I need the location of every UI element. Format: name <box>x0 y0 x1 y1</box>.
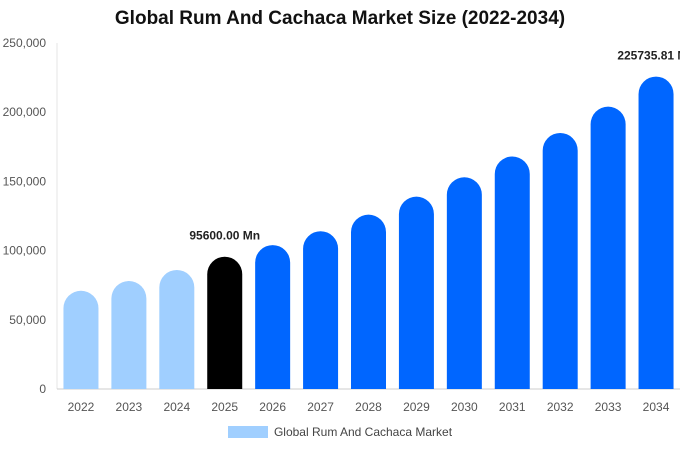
y-tick-label: 200,000 <box>3 105 47 119</box>
bar-2022 <box>63 290 99 389</box>
bar-2028 <box>351 214 386 389</box>
data-label-2034: 225735.81 Mn <box>617 49 680 63</box>
x-tick-label: 2030 <box>451 400 478 414</box>
x-tick-label: 2023 <box>116 400 143 414</box>
bar-2031 <box>494 156 530 389</box>
bar-2023 <box>111 281 147 389</box>
y-tick-label: 250,000 <box>3 36 47 50</box>
x-tick-label: 2029 <box>403 400 430 414</box>
bar-2024 <box>159 269 195 389</box>
bar-2027 <box>303 231 339 389</box>
bar-2034 <box>638 76 674 390</box>
bar-2025 <box>207 256 243 389</box>
bar-2032 <box>542 132 578 389</box>
bar-2029 <box>398 196 434 389</box>
legend: Global Rum And Cachaca Market <box>0 425 680 439</box>
bar-2030 <box>446 177 482 389</box>
bar-2033 <box>590 106 626 389</box>
chart-title: Global Rum And Cachaca Market Size (2022… <box>114 8 566 29</box>
x-tick-label: 2027 <box>307 400 334 414</box>
y-tick-label: 150,000 <box>3 174 47 188</box>
legend-label: Global Rum And Cachaca Market <box>273 425 453 439</box>
x-tick-label: 2033 <box>595 400 622 414</box>
bar-2026 <box>255 245 291 389</box>
x-tick-label: 2031 <box>499 400 526 414</box>
x-tick-label: 2026 <box>259 400 286 414</box>
y-tick-label: 100,000 <box>3 244 47 258</box>
y-tick-label: 50,000 <box>9 313 46 327</box>
data-label-2025: 95600.00 Mn <box>189 229 260 243</box>
x-tick-label: 2028 <box>355 400 382 414</box>
x-tick-label: 2034 <box>643 400 670 414</box>
y-tick-label: 0 <box>39 382 46 396</box>
x-tick-label: 2032 <box>547 400 574 414</box>
x-tick-label: 2025 <box>211 400 238 414</box>
legend-swatch <box>227 426 268 438</box>
x-tick-label: 2022 <box>68 400 95 414</box>
x-tick-label: 2024 <box>163 400 190 414</box>
